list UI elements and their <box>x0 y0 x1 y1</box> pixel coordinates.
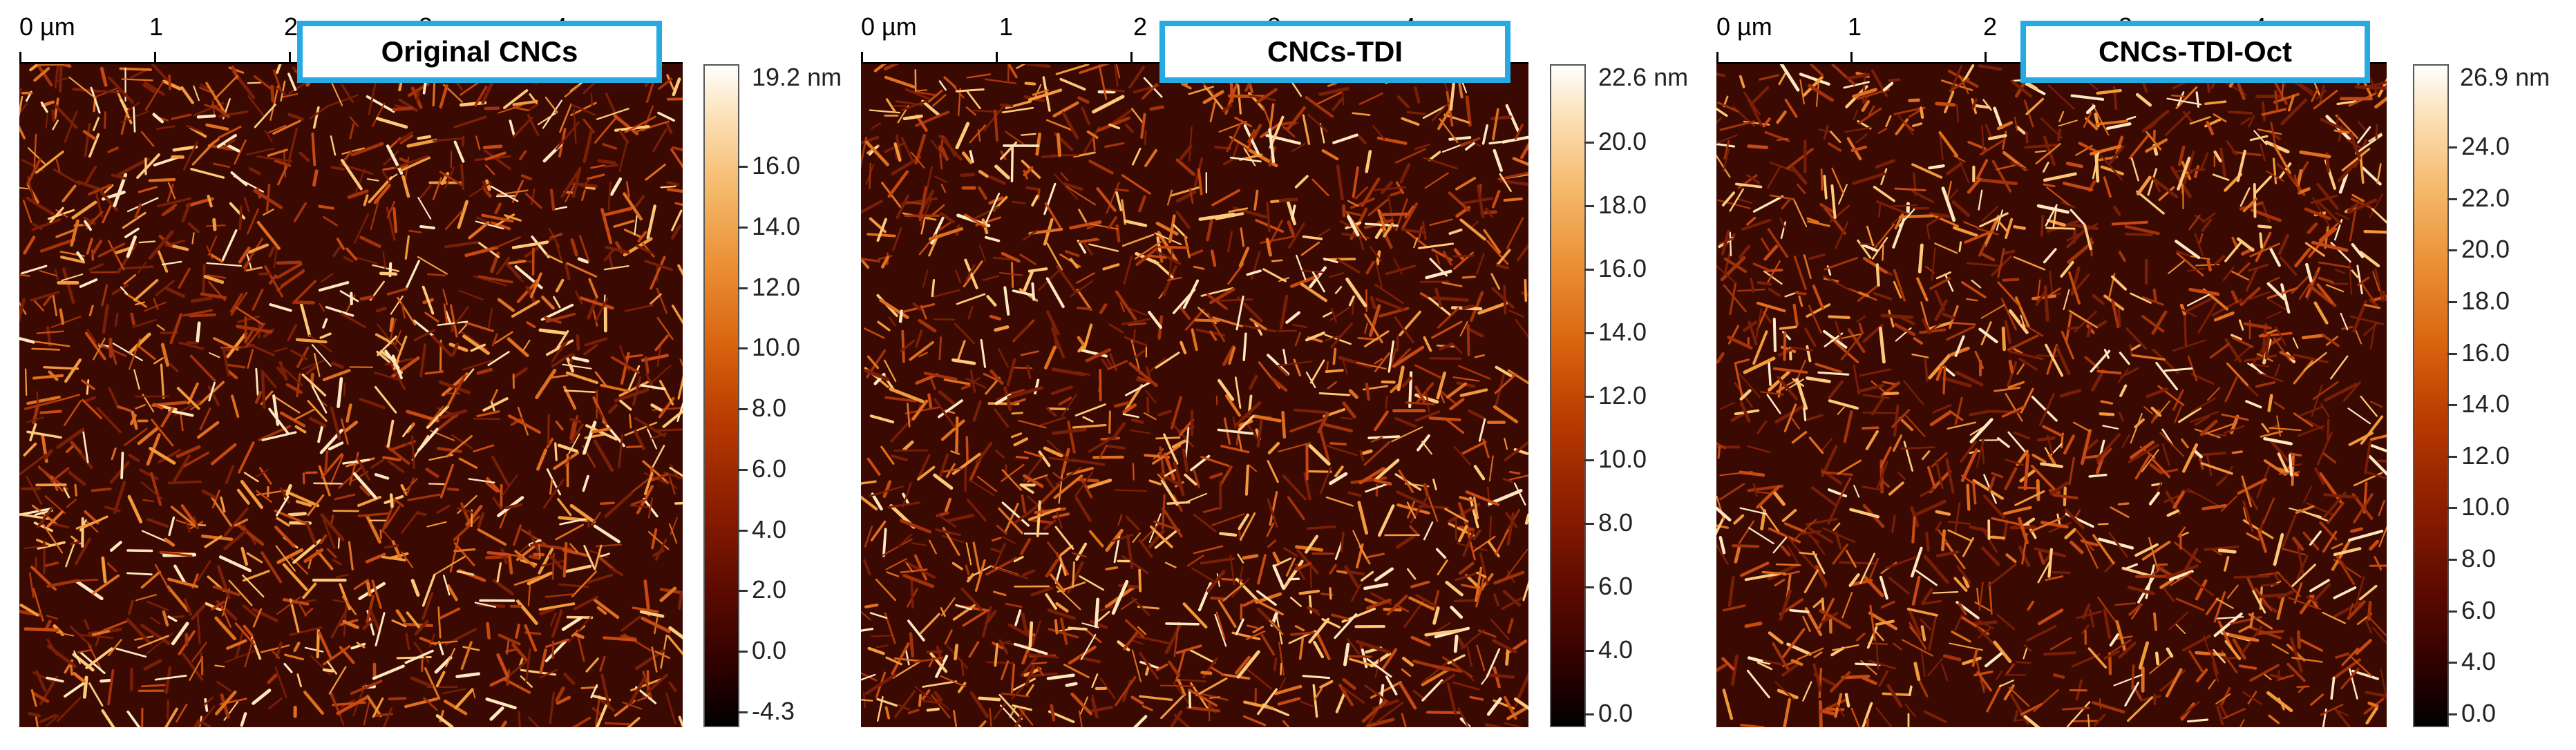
sample-label: Original CNCs <box>297 21 662 83</box>
scale-tick-label: 4.0 <box>752 515 787 544</box>
sample-label: CNCs-TDI-Oct <box>2020 21 2370 83</box>
scale-tick <box>1584 459 1594 461</box>
afm-panel-tdi: 0 µm 1 2 3 4 CNCs-TDI 22.6 nm 20.018.016… <box>857 0 1714 750</box>
scale-tick <box>1584 713 1594 715</box>
scale-tick-label: 8.0 <box>752 394 787 423</box>
axis-tick <box>1985 52 1987 64</box>
scale-tick <box>738 651 748 653</box>
color-scale-bar <box>703 64 739 727</box>
scale-tick <box>1584 586 1594 588</box>
scale-tick-label: 16.0 <box>752 151 801 180</box>
scale-tick-label: 0.0 <box>2461 699 2497 727</box>
scale-tick <box>1584 523 1594 525</box>
scale-tick-label: 6.0 <box>2461 595 2497 624</box>
scale-tick-label: 0.0 <box>1598 699 1633 727</box>
sample-label: CNCs-TDI <box>1159 21 1510 83</box>
scale-tick <box>2447 559 2457 561</box>
scale-tick-label: 16.0 <box>1598 254 1647 282</box>
tick-label: 2 <box>1982 12 1998 41</box>
scale-tick-label: 12.0 <box>1598 381 1647 410</box>
scale-tick-label: 10.0 <box>752 333 801 362</box>
scale-tick-label: 18.0 <box>1598 191 1647 219</box>
axis-tick <box>996 52 998 64</box>
scale-tick-label: 22.0 <box>2461 183 2510 212</box>
tick-label: 2 <box>1133 12 1148 41</box>
scale-tick-label: 14.0 <box>752 211 801 240</box>
scale-tick-label: 24.0 <box>2461 132 2510 160</box>
scale-tick <box>2447 610 2457 613</box>
afm-height-image <box>19 64 683 727</box>
axis-tick <box>19 52 21 64</box>
scale-tick <box>738 166 748 168</box>
axis-tick <box>1716 52 1718 64</box>
axis-tick <box>1130 52 1133 64</box>
scale-tick <box>738 347 748 350</box>
tick-label: 0 µm <box>861 12 917 41</box>
scale-max-label: 26.9 nm <box>2460 63 2550 91</box>
tick-label: 1 <box>149 12 164 41</box>
scale-tick <box>1584 332 1594 334</box>
scale-tick <box>2447 198 2457 200</box>
scale-tick-label: 8.0 <box>2461 544 2497 573</box>
scale-max-label: 22.6 nm <box>1598 63 1689 91</box>
scale-tick <box>1584 142 1594 144</box>
scale-tick <box>738 408 748 411</box>
scale-tick-label: 4.0 <box>1598 635 1633 664</box>
scale-tick <box>1584 650 1594 652</box>
scale-tick-label: -4.3 <box>752 697 795 725</box>
scale-tick-label: 4.0 <box>2461 647 2497 676</box>
scale-tick <box>1584 205 1594 207</box>
scale-tick-label: 20.0 <box>1598 127 1647 155</box>
tick-label: 0 µm <box>19 12 75 41</box>
tick-label: 0 µm <box>1716 12 1772 41</box>
scale-tick-label: 8.0 <box>1598 508 1633 537</box>
afm-height-image <box>861 64 1528 727</box>
axis-tick <box>289 52 291 64</box>
scale-tick <box>2447 249 2457 252</box>
scale-tick <box>2447 146 2457 148</box>
scale-tick-label: 18.0 <box>2461 286 2510 315</box>
scale-tick <box>2447 713 2457 715</box>
color-scale-bar <box>1550 64 1586 727</box>
afm-panel-original: 0 µm 1 2 3 4 Original CNCs 19.2 nm 16.01… <box>0 0 857 750</box>
scale-tick-label: 6.0 <box>1598 572 1633 600</box>
scale-tick-label: 16.0 <box>2461 338 2510 367</box>
scale-tick-label: 12.0 <box>752 272 801 301</box>
scale-tick <box>2447 507 2457 510</box>
scale-tick <box>2447 455 2457 458</box>
scale-tick-label: 10.0 <box>1598 445 1647 473</box>
color-scale-bar <box>2413 64 2449 727</box>
scale-max-label: 19.2 nm <box>752 63 842 91</box>
scale-tick-label: 6.0 <box>752 454 787 483</box>
scale-tick <box>738 529 748 532</box>
tick-label: 1 <box>1847 12 1862 41</box>
scale-tick <box>2447 352 2457 355</box>
scale-tick <box>1584 396 1594 398</box>
tick-label: 1 <box>998 12 1014 41</box>
scale-tick <box>738 468 748 471</box>
scale-tick <box>738 711 748 713</box>
scale-tick-label: 12.0 <box>2461 441 2510 470</box>
scale-tick-label: 10.0 <box>2461 492 2510 521</box>
tick-label: 2 <box>283 12 299 41</box>
afm-height-image <box>1716 64 2387 727</box>
scale-tick <box>738 590 748 593</box>
scale-tick-label: 20.0 <box>2461 235 2510 264</box>
scale-tick <box>738 226 748 229</box>
scale-tick-label: 2.0 <box>752 575 787 604</box>
scale-tick-label: 14.0 <box>1598 318 1647 346</box>
scale-tick <box>1584 269 1594 271</box>
scale-tick-label: 14.0 <box>2461 390 2510 419</box>
scale-tick <box>2447 300 2457 303</box>
scale-tick-label: 0.0 <box>752 636 787 665</box>
scale-tick <box>2447 662 2457 664</box>
axis-tick <box>1850 52 1853 64</box>
scale-tick <box>738 287 748 289</box>
afm-panel-tdi-oct: 0 µm 1 2 3 4 CNCs-TDI-Oct 26.9 nm 24.022… <box>1714 0 2576 750</box>
scale-tick <box>2447 404 2457 407</box>
axis-tick <box>154 52 156 64</box>
axis-tick <box>861 52 863 64</box>
